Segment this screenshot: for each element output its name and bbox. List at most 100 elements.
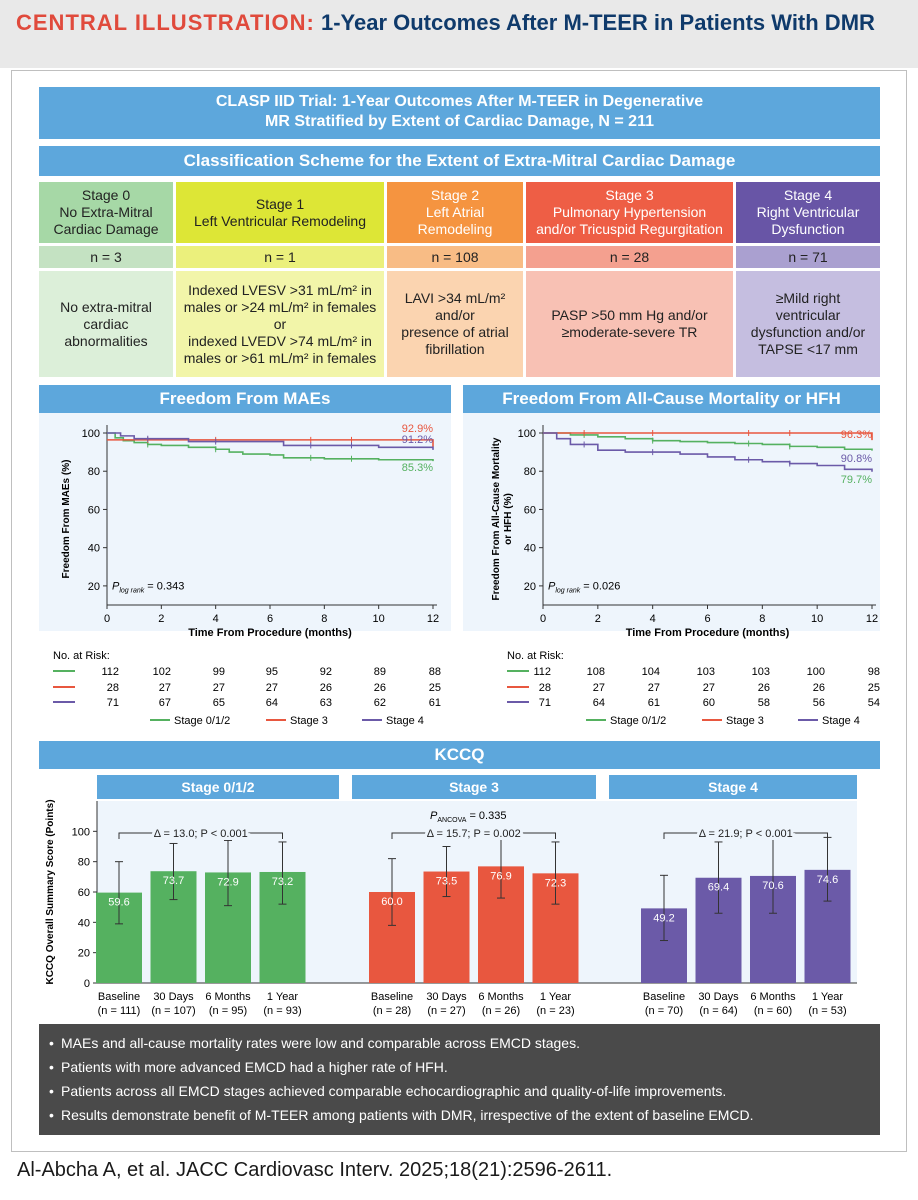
- risk-count: 108: [587, 666, 605, 678]
- y-tick-label: 40: [78, 917, 90, 929]
- end-label: 85.3%: [402, 462, 433, 474]
- figure-frame: [11, 70, 907, 1152]
- risk-count: 102: [153, 666, 171, 678]
- legend-label: Stage 3: [726, 715, 764, 727]
- bar-category-label: 6 Months: [205, 991, 251, 1003]
- risk-count: 26: [813, 682, 825, 694]
- risk-count: 112: [533, 666, 551, 678]
- bar-value-label: 73.5: [436, 876, 457, 888]
- stage-desc-line: males or >61 mL/m² in females: [183, 349, 377, 366]
- bar-value-label: 73.2: [272, 876, 293, 888]
- x-tick-label: 10: [373, 613, 385, 625]
- key-point: Results demonstrate benefit of M-TEER am…: [49, 1103, 870, 1127]
- bar-category-label: Baseline: [371, 991, 413, 1003]
- risk-count: 54: [868, 697, 880, 709]
- risk-count: 64: [266, 697, 278, 709]
- kccq-group-title: Stage 4: [609, 775, 857, 799]
- title-lead: CENTRAL ILLUSTRATION:: [16, 10, 315, 35]
- km-curve: [543, 432, 873, 472]
- km-curve: [543, 432, 873, 451]
- x-tick-label: 6: [704, 613, 710, 625]
- legend-label: Stage 0/1/2: [610, 715, 666, 727]
- stage-desc-line: presence of atrial: [401, 324, 509, 340]
- stage-description: PASP >50 mm Hg and/or ≥moderate-severe T…: [526, 271, 733, 377]
- bar-value-label: 72.9: [217, 876, 238, 888]
- y-tick-label: 20: [88, 581, 100, 593]
- stage-desc-line: ≥Mild right: [775, 290, 841, 306]
- stage-desc-line: dysfunction and/or: [750, 324, 866, 340]
- risk-count: 58: [758, 697, 770, 709]
- p-value-annotation: Plog rank = 0.343: [112, 581, 184, 595]
- bar-n-label: (n = 64): [699, 1005, 737, 1017]
- classification-title: Classification Scheme for the Extent of …: [39, 146, 880, 176]
- risk-count: 60: [703, 697, 715, 709]
- stage-desc-line: ≥moderate-severe TR: [561, 324, 698, 340]
- y-tick-label: 60: [524, 504, 536, 516]
- bar-value-label: 49.2: [653, 912, 674, 924]
- stage-header: Stage 4 Right Ventricular Dysfunction: [736, 182, 880, 243]
- stage-subtitle: Pulmonary Hypertension: [552, 204, 707, 220]
- trial-title: CLASP IID Trial: 1-Year Outcomes After M…: [39, 87, 880, 139]
- risk-count: 71: [107, 697, 119, 709]
- risk-count: 26: [374, 682, 386, 694]
- x-axis-label: Time From Procedure (months): [626, 627, 790, 639]
- y-tick-label: 100: [518, 428, 536, 440]
- risk-count: 89: [374, 666, 386, 678]
- bar-category-label: 1 Year: [267, 991, 299, 1003]
- bar-category-label: 30 Days: [426, 991, 467, 1003]
- stage-description: LAVI >34 mL/m² and/or presence of atrial…: [387, 271, 523, 377]
- kccq-bar-chart: 0 20 40 60 80 100 KCCQ Overall Summary Score (…: [45, 799, 857, 1017]
- risk-count: 99: [213, 666, 225, 678]
- risk-count: 27: [213, 682, 225, 694]
- risk-count: 98: [868, 666, 880, 678]
- bar-value-label: 76.9: [490, 870, 511, 882]
- key-point: Patients with more advanced EMCD had a h…: [49, 1055, 870, 1079]
- bar-category-label: Baseline: [98, 991, 140, 1003]
- x-tick-label: 2: [158, 613, 164, 625]
- stage-header: Stage 2 Left Atrial Remodeling: [387, 182, 523, 243]
- x-tick-label: 0: [104, 613, 110, 625]
- km-curve: [543, 432, 873, 441]
- stage-label: Stage 3: [605, 187, 654, 203]
- bar-category-label: 1 Year: [540, 991, 572, 1003]
- km-curve: [107, 439, 434, 447]
- x-tick-label: 8: [321, 613, 327, 625]
- kccq-title: KCCQ: [39, 741, 880, 769]
- mae-km-chart: 20 40 60 80 100 0 2 4 6 8 10 12 Time From Procedure …: [53, 423, 441, 727]
- risk-count: 61: [648, 697, 660, 709]
- x-tick-label: 8: [759, 613, 765, 625]
- risk-count: 67: [159, 697, 171, 709]
- stage-4-column: Stage 4 Right Ventricular Dysfunction n …: [736, 182, 880, 377]
- risk-count: 27: [703, 682, 715, 694]
- bar-value-label: 70.6: [762, 880, 783, 892]
- stage-count: n = 71: [736, 246, 880, 268]
- bar-value-label: 72.3: [545, 877, 566, 889]
- kccq-group-title: Stage 3: [352, 775, 596, 799]
- delta-label: Δ = 13.0; P < 0.001: [154, 828, 248, 840]
- stage-desc-line: Indexed LVESV >31 mL/m² in: [188, 281, 372, 298]
- stage-desc-line: abnormalities: [64, 332, 148, 349]
- stage-subtitle: Right Ventricular: [756, 204, 860, 220]
- stage-header: Stage 3 Pulmonary Hypertension and/or Tr…: [526, 182, 733, 243]
- x-tick-label: 4: [213, 613, 219, 625]
- x-tick-label: 6: [267, 613, 273, 625]
- bar-value-label: 59.6: [108, 897, 129, 909]
- stage-desc-line: and/or: [435, 307, 475, 323]
- stage-subtitle: Left Ventricular Remodeling: [194, 212, 366, 229]
- title-text: 1-Year Outcomes After M-TEER in Patients…: [320, 10, 875, 35]
- y-tick-label: 100: [82, 428, 100, 440]
- risk-count: 28: [107, 682, 119, 694]
- stage-desc-line: fibrillation: [425, 341, 485, 357]
- bar-category-label: 30 Days: [698, 991, 739, 1003]
- stage-subtitle: Left Atrial: [425, 204, 485, 220]
- delta-label: Δ = 21.9; P < 0.001: [699, 828, 793, 840]
- y-tick-label: 20: [78, 948, 90, 960]
- x-tick-label: 12: [427, 613, 439, 625]
- y-tick-label: 40: [524, 543, 536, 555]
- bar-value-label: 74.6: [817, 874, 838, 886]
- stage-header: Stage 1 Left Ventricular Remodeling: [176, 182, 384, 243]
- page-title: CENTRAL ILLUSTRATION: 1-Year Outcomes Af…: [16, 10, 902, 35]
- stage-3-column: Stage 3 Pulmonary Hypertension and/or Tr…: [526, 182, 733, 377]
- bar-n-label: (n = 93): [263, 1005, 301, 1017]
- stage-subtitle: Dysfunction: [771, 221, 845, 237]
